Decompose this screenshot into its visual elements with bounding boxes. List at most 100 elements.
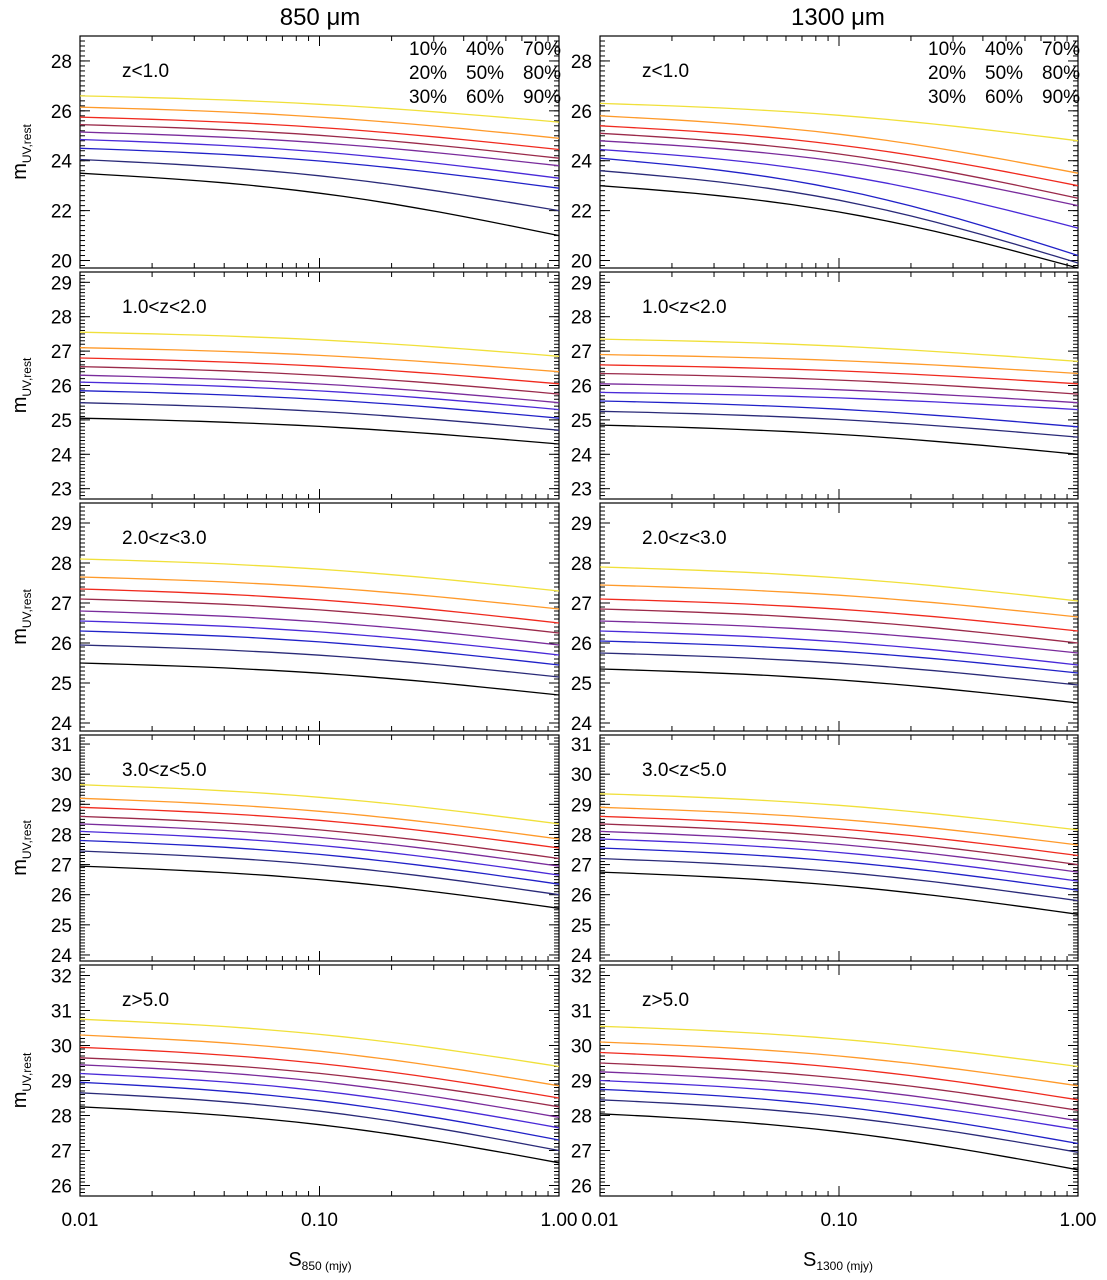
series-line-20pct [599, 857, 1079, 902]
series-line-80pct [79, 106, 560, 139]
y-tick-label: 20 [51, 252, 72, 273]
redshift-bin-label: 3.0<z<5.0 [122, 760, 207, 781]
y-tick-label: 26 [51, 886, 72, 907]
x-tick-label: 0.10 [301, 1210, 338, 1231]
x-tick-label: 0.10 [821, 1210, 858, 1231]
y-tick-label: 26 [51, 1177, 72, 1198]
legend-entry-20pct: 20% [928, 63, 966, 84]
series-line-90pct [599, 793, 1079, 831]
legend-entry-50pct: 50% [985, 63, 1023, 84]
series-line-40pct [599, 1079, 1079, 1131]
y-axis-label-main: m [9, 628, 31, 645]
y-tick-label: 27 [51, 1142, 72, 1163]
series-line-80pct [79, 1034, 560, 1087]
y-tick-label: 23 [51, 480, 72, 501]
y-axis-label: mUV,rest [9, 820, 34, 876]
series-line-60pct [79, 1057, 560, 1108]
series-line-50pct [79, 131, 560, 167]
legend-entry-30pct: 30% [409, 87, 447, 108]
series-line-50pct [599, 620, 1079, 654]
y-tick-label: 25 [571, 411, 592, 432]
y-tick-label: 28 [51, 825, 72, 846]
y-tick-label: 28 [51, 308, 72, 329]
series-line-60pct [599, 1062, 1079, 1111]
series-line-60pct [599, 132, 1079, 199]
legend-entry-30pct: 30% [928, 87, 966, 108]
y-tick-label: 20 [571, 252, 592, 273]
y-tick-label: 25 [51, 916, 72, 937]
y-tick-label: 27 [571, 342, 592, 363]
y-tick-label: 29 [571, 273, 592, 294]
series-line-60pct [599, 608, 1079, 644]
series-line-70pct [79, 116, 560, 151]
series-line-30pct [599, 847, 1079, 891]
y-tick-label: 25 [51, 411, 72, 432]
series-line-30pct [599, 1088, 1079, 1145]
series-line-40pct [599, 838, 1079, 882]
series-line-60pct [79, 123, 560, 159]
y-tick-label: 24 [571, 714, 593, 735]
y-axis-label-main: m [9, 1092, 31, 1109]
legend-entry-70pct: 70% [1042, 39, 1080, 60]
y-axis-label: mUV,rest [9, 357, 34, 413]
panel-0-1: 23 24 25 26 27 28 29 1.0<z<2.0 mUV,rest [9, 271, 560, 501]
column-title-850: 850 μm [280, 4, 361, 31]
legend-entry-60pct: 60% [466, 87, 504, 108]
legend-entry-70pct: 70% [523, 39, 561, 60]
series-line-50pct [599, 830, 1079, 873]
column-title-1300: 1300 μm [791, 4, 885, 31]
y-tick-label: 26 [571, 377, 592, 398]
y-tick-label: 30 [51, 1037, 72, 1058]
series-line-20pct [599, 1099, 1079, 1153]
series-line-70pct [599, 1051, 1079, 1101]
x-axis-label-850-sub: 850 (mjy) [302, 1259, 352, 1273]
x-axis-label-850: S850 (mjy) [288, 1249, 351, 1273]
legend-entry-10pct: 10% [409, 39, 447, 60]
y-axis-label-sub: UV,rest [20, 1052, 34, 1092]
series-line-40pct [79, 1072, 560, 1129]
series-line-70pct [79, 806, 560, 849]
x-tick-label: 0.01 [582, 1210, 619, 1231]
legend-entry-50pct: 50% [466, 63, 504, 84]
series-line-90pct [79, 95, 560, 123]
y-tick-label: 31 [51, 735, 72, 756]
redshift-bin-label: 3.0<z<5.0 [642, 760, 727, 781]
panel-0-2: 24 25 26 27 28 29 2.0<z<3.0 mUV,rest [9, 502, 560, 735]
y-tick-label: 28 [51, 52, 72, 73]
series-line-10pct [599, 1113, 1079, 1171]
panel-0-3: 24 25 26 27 28 29 30 31 3.0<z<5.0 mUV,rest [9, 734, 560, 967]
y-axis-label-main: m [9, 859, 31, 876]
series-line-70pct [79, 1046, 560, 1099]
series-line-90pct [79, 558, 560, 592]
series-line-80pct [599, 353, 1079, 375]
y-tick-label: 28 [571, 1107, 592, 1128]
y-tick-label: 26 [571, 886, 592, 907]
series-line-20pct [79, 850, 560, 896]
y-tick-label: 25 [571, 674, 592, 695]
y-tick-label: 27 [571, 856, 592, 877]
y-tick-label: 28 [571, 308, 592, 329]
y-axis-label-main: m [9, 163, 31, 180]
y-tick-label: 31 [571, 1002, 592, 1023]
series-line-90pct [599, 566, 1079, 602]
redshift-bin-label: z<1.0 [122, 61, 169, 82]
series-line-70pct [599, 125, 1079, 187]
panel-1-0: 20 22 24 26 28 z<1.0 10% 40% 70% 20% 50% 80% 30% 60% 9… [571, 35, 1080, 273]
series-line-20pct [599, 410, 1079, 438]
panel-1-4: 26 27 28 29 30 31 32 0.01 0.10 1.00 z>5.0 [571, 964, 1096, 1231]
y-tick-label: 31 [51, 1002, 72, 1023]
series-line-80pct [79, 576, 560, 610]
redshift-bin-label: 2.0<z<3.0 [642, 528, 727, 549]
y-tick-label: 29 [51, 1072, 72, 1093]
series-line-40pct [79, 620, 560, 656]
series-line-90pct [599, 102, 1079, 142]
y-tick-label: 26 [51, 634, 72, 655]
y-tick-label: 31 [571, 735, 592, 756]
y-axis-label-sub: UV,rest [20, 357, 34, 397]
redshift-bin-label: z>5.0 [642, 990, 689, 1011]
y-axis-label-main: m [9, 397, 31, 414]
panel-0-4: 26 27 28 29 30 31 32 0.01 0.10 1.00 z>5.0 mUV,rest [9, 964, 577, 1231]
series-line-80pct [599, 115, 1079, 174]
